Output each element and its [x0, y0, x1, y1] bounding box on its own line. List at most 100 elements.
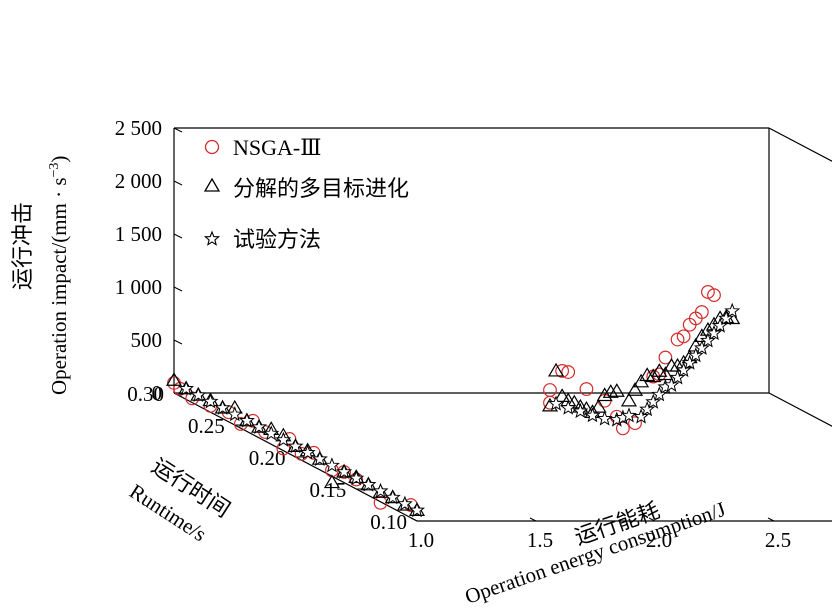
data-point-star: [348, 469, 365, 486]
z-tick-label: 1 000: [115, 275, 162, 299]
data-point-circle: [615, 421, 630, 436]
data-point-star: [633, 408, 650, 424]
data-point-star: [699, 332, 716, 348]
z-tick-mark: [173, 127, 183, 133]
data-point-circle: [707, 288, 721, 303]
x-tick-label: 2.0: [646, 528, 672, 552]
x-tick-mark: [410, 517, 418, 522]
data-point-star: [560, 399, 577, 415]
data-point-star: [263, 425, 280, 441]
data-point-star: [639, 400, 656, 417]
legend-item-moead: 分解的多目标进化: [203, 177, 409, 202]
data-point-triangle: [323, 474, 340, 489]
data-point-star: [620, 407, 637, 423]
data-point-star: [645, 393, 662, 409]
z-axis-title: 运行冲击 Operation impact/(mm · s−3): [11, 156, 71, 395]
legend-triangle-marker: [203, 177, 221, 192]
data-point-circle: [555, 364, 570, 378]
data-point-star: [396, 495, 413, 511]
data-point-star: [226, 405, 243, 422]
data-point-star: [178, 380, 195, 396]
edge-y-right-top: [768, 127, 832, 162]
edge-y-right-bottom: [768, 392, 832, 427]
data-point-star: [687, 347, 704, 363]
x-axis-label-en: Operation energy consumption/J: [462, 497, 729, 609]
y-tick-label: 0.10: [370, 510, 407, 534]
z-tick-mark: [173, 233, 183, 239]
x-tick-mark: [767, 517, 775, 522]
data-point-star: [408, 502, 426, 518]
data-point-star: [190, 386, 207, 403]
legend-label: 试验方法: [233, 228, 321, 253]
x-tick-label: 1.0: [408, 528, 434, 552]
data-point-star: [372, 482, 389, 499]
z-tick-mark: [173, 286, 183, 292]
data-point-star: [705, 324, 723, 341]
data-point-circle: [658, 350, 673, 365]
z-tick-label: 1 500: [115, 222, 162, 246]
legend-label: 分解的多目标进化: [233, 177, 409, 202]
data-point-star: [384, 489, 401, 505]
data-point-star: [712, 317, 729, 333]
data-point-star: [675, 361, 692, 378]
x-axis-title: 运行能耗 Operation energy consumption/J: [462, 497, 729, 609]
data-point-star: [693, 339, 710, 355]
legend-item-nsga: NSGA-Ⅲ: [204, 135, 321, 160]
z-axis-label-cn: 运行冲击: [11, 202, 36, 290]
data-point-star: [669, 369, 686, 385]
data-point-triangle: [608, 383, 625, 397]
data-point-circle: [579, 382, 594, 396]
legend-item-test: 试验方法: [203, 228, 321, 253]
series-triangle: [165, 309, 741, 516]
x-tick-mark: [648, 517, 656, 522]
data-point-star: [238, 412, 255, 428]
data-point-star: [287, 438, 304, 454]
data-point-star: [681, 354, 698, 370]
legend-circle-marker: [204, 139, 220, 155]
data-point-triangle: [596, 387, 613, 402]
y-tick-label: 0.25: [188, 414, 225, 438]
data-point-circle: [543, 383, 557, 397]
data-point-star: [202, 393, 219, 409]
data-point-star: [651, 386, 668, 402]
data-point-triangle: [590, 398, 607, 413]
data-point-star: [718, 310, 735, 326]
data-point-circle: [676, 329, 691, 344]
data-point-star: [275, 431, 292, 447]
data-point-star: [311, 450, 328, 467]
series-star: [178, 302, 741, 518]
z-tick-label: 2 000: [115, 169, 162, 193]
data-point-circle: [628, 416, 642, 431]
data-point-star: [724, 302, 741, 318]
z-tick-mark: [173, 339, 183, 345]
series-circle: [167, 285, 721, 512]
x-tick-label: 1.5: [527, 528, 553, 552]
y-tick-label: 0.30: [127, 382, 164, 406]
data-point-triangle: [566, 394, 583, 409]
data-point-triangle: [651, 363, 668, 377]
data-point-star: [299, 444, 316, 460]
data-point-star: [360, 476, 377, 492]
data-point-triangle: [645, 368, 662, 383]
z-tick-label: 0: [152, 381, 163, 405]
data-point-star: [572, 402, 589, 419]
legend: NSGA-Ⅲ 分解的多目标进化 试验方法: [203, 135, 409, 253]
z-tick-mark: [173, 180, 183, 186]
data-point-circle: [561, 365, 576, 379]
data-point-triangle: [602, 384, 619, 398]
z-tick-label: 2 500: [115, 116, 162, 140]
data-point-triangle: [626, 382, 644, 396]
z-tick-label: 500: [131, 328, 163, 352]
data-point-circle: [694, 305, 709, 319]
data-point-star: [548, 395, 565, 411]
data-point-triangle: [620, 392, 637, 407]
legend-label: NSGA-Ⅲ: [233, 135, 321, 160]
data-point-star: [663, 376, 680, 392]
x-tick-label: 2.5: [765, 528, 791, 552]
x-tick-mark: [529, 517, 537, 522]
data-point-star: [323, 457, 340, 473]
data-point-star: [336, 463, 353, 479]
data-point-star: [596, 410, 613, 426]
